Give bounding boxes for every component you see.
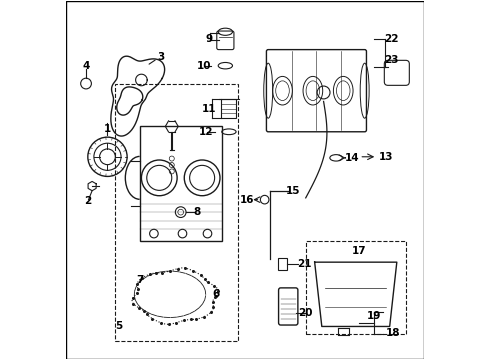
Text: 4: 4 xyxy=(82,61,90,71)
Text: 2: 2 xyxy=(84,196,92,206)
Text: 5: 5 xyxy=(116,321,123,332)
Text: 18: 18 xyxy=(386,328,400,338)
Text: 9: 9 xyxy=(206,34,213,44)
Text: 21: 21 xyxy=(296,259,311,269)
Bar xyxy=(115,84,238,341)
Text: 11: 11 xyxy=(201,104,216,113)
Text: 17: 17 xyxy=(352,247,367,256)
Text: 7: 7 xyxy=(136,275,143,285)
Text: 19: 19 xyxy=(367,311,382,321)
Text: 16: 16 xyxy=(240,195,254,204)
Text: 22: 22 xyxy=(384,34,399,44)
Bar xyxy=(221,99,237,118)
Text: 20: 20 xyxy=(298,308,313,318)
Text: 14: 14 xyxy=(345,153,360,163)
Text: 1: 1 xyxy=(104,124,111,134)
Text: 13: 13 xyxy=(379,152,393,162)
Text: 23: 23 xyxy=(384,55,399,65)
Text: 12: 12 xyxy=(198,127,213,137)
Bar xyxy=(140,126,222,241)
Text: 8: 8 xyxy=(193,207,200,217)
Text: 10: 10 xyxy=(196,61,211,71)
Text: 3: 3 xyxy=(157,52,165,62)
Text: 6: 6 xyxy=(213,289,220,299)
Bar xyxy=(306,241,406,334)
Text: 15: 15 xyxy=(286,186,300,196)
Bar xyxy=(278,258,287,270)
